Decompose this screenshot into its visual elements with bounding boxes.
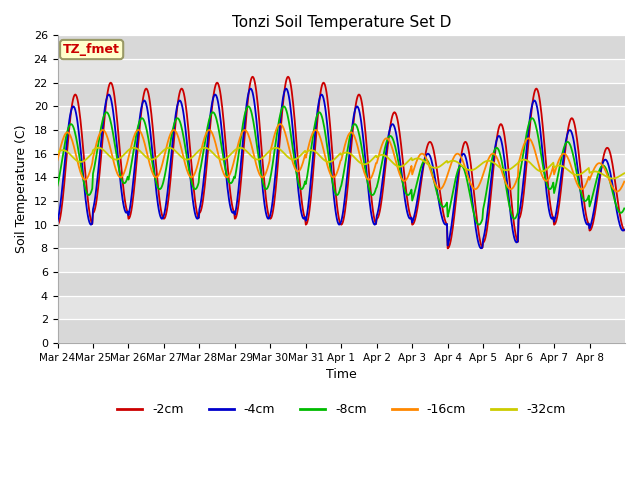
Bar xyxy=(58,319,625,343)
Bar xyxy=(58,201,625,225)
Bar xyxy=(58,177,625,201)
Bar xyxy=(58,83,625,107)
Y-axis label: Soil Temperature (C): Soil Temperature (C) xyxy=(15,125,28,253)
Bar xyxy=(58,59,625,83)
Bar xyxy=(58,154,625,177)
Text: TZ_fmet: TZ_fmet xyxy=(63,43,120,56)
X-axis label: Time: Time xyxy=(326,368,356,381)
Bar xyxy=(58,272,625,296)
Bar xyxy=(58,225,625,248)
Title: Tonzi Soil Temperature Set D: Tonzi Soil Temperature Set D xyxy=(232,15,451,30)
Bar xyxy=(58,36,625,59)
Bar xyxy=(58,296,625,319)
Legend: -2cm, -4cm, -8cm, -16cm, -32cm: -2cm, -4cm, -8cm, -16cm, -32cm xyxy=(112,398,570,421)
Bar xyxy=(58,107,625,130)
Bar xyxy=(58,248,625,272)
Bar xyxy=(58,130,625,154)
